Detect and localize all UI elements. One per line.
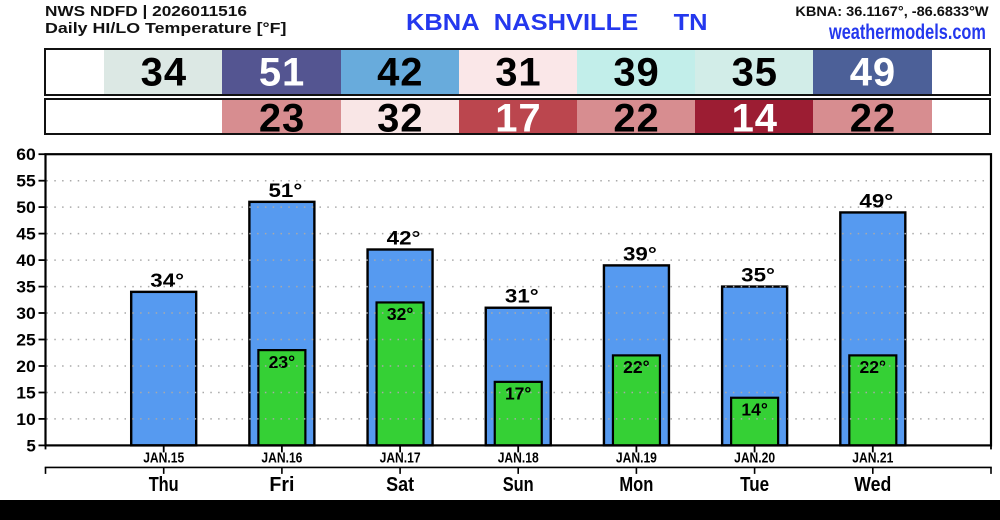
svg-text:15: 15 <box>16 383 36 402</box>
svg-text:42°: 42° <box>387 228 421 250</box>
svg-text:50: 50 <box>16 198 36 217</box>
svg-text:17°: 17° <box>505 384 532 404</box>
svg-text:20: 20 <box>16 357 36 376</box>
svg-text:JAN.15: JAN.15 <box>143 450 184 466</box>
svg-text:35: 35 <box>16 278 36 297</box>
svg-text:55: 55 <box>16 172 36 191</box>
svg-text:JAN.16: JAN.16 <box>261 450 302 466</box>
svg-text:34°: 34° <box>150 270 184 292</box>
svg-text:31°: 31° <box>505 286 539 308</box>
svg-text:45: 45 <box>16 225 36 244</box>
svg-text:Sun: Sun <box>503 473 534 496</box>
svg-text:30: 30 <box>16 304 36 323</box>
svg-text:Fri: Fri <box>269 473 294 496</box>
svg-text:Sat: Sat <box>386 473 414 496</box>
svg-text:60: 60 <box>16 145 36 164</box>
svg-text:Tue: Tue <box>740 473 769 496</box>
svg-text:22°: 22° <box>860 357 887 377</box>
svg-text:35°: 35° <box>741 265 775 287</box>
svg-text:23°: 23° <box>269 352 296 372</box>
svg-text:51°: 51° <box>269 180 303 202</box>
svg-text:Wed: Wed <box>854 473 891 496</box>
svg-text:JAN.21: JAN.21 <box>852 450 893 466</box>
svg-text:Thu: Thu <box>149 473 179 496</box>
svg-text:10: 10 <box>16 410 36 429</box>
svg-text:22°: 22° <box>623 357 650 377</box>
svg-text:JAN.17: JAN.17 <box>380 450 421 466</box>
svg-text:14°: 14° <box>741 399 768 419</box>
svg-text:JAN.18: JAN.18 <box>498 450 539 466</box>
svg-text:5: 5 <box>26 436 35 455</box>
svg-text:39°: 39° <box>623 243 657 265</box>
svg-text:40: 40 <box>16 251 36 270</box>
svg-text:JAN.20: JAN.20 <box>734 450 775 466</box>
svg-text:25: 25 <box>16 330 36 349</box>
svg-text:32°: 32° <box>387 304 414 324</box>
svg-text:49°: 49° <box>859 190 893 212</box>
svg-text:JAN.19: JAN.19 <box>616 450 657 466</box>
svg-text:Mon: Mon <box>619 473 653 496</box>
